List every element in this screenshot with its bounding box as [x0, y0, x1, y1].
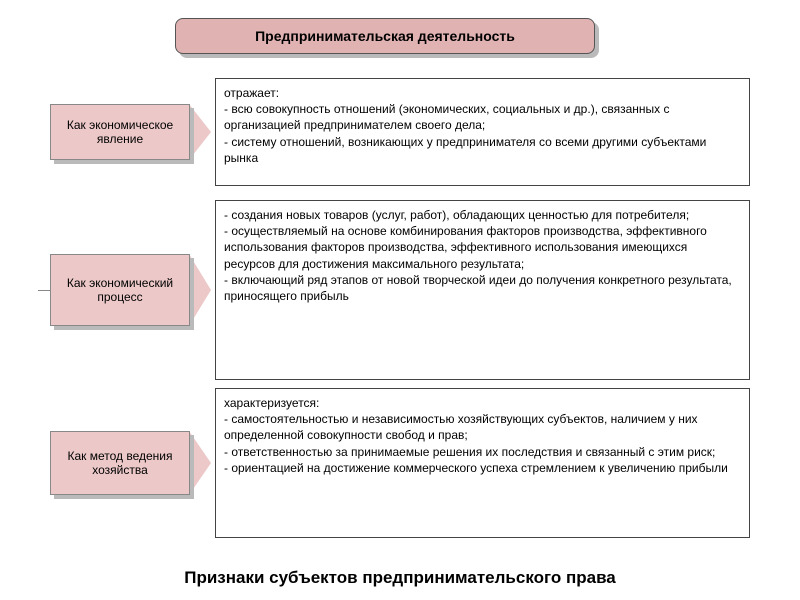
content-box: - создания новых товаров (услуг, работ),… [215, 200, 750, 380]
content-box: отражает: - всю совокупность отношений (… [215, 78, 750, 186]
label-wrap: Как экономический процесс [50, 254, 190, 326]
label-box: Как экономический процесс [50, 254, 190, 326]
label-box: Как экономическое явление [50, 104, 190, 160]
header-title: Предпринимательская деятельность [175, 18, 595, 54]
label-wrap: Как метод ведения хозяйства [50, 431, 190, 495]
diagram-row: Как метод ведения хозяйства характеризует… [50, 388, 750, 538]
content-box: характеризуется: - самостоятельностью и … [215, 388, 750, 538]
header-box: Предпринимательская деятельность [175, 18, 595, 54]
diagram-row: Как экономическое явление отражает: - всю… [50, 78, 750, 186]
footer-title: Признаки субъектов предпринимательского … [0, 568, 800, 588]
diagram-row: Как экономический процесс - создания новы… [50, 200, 750, 380]
connector-line [38, 290, 50, 291]
label-wrap: Как экономическое явление [50, 104, 190, 160]
label-box: Как метод ведения хозяйства [50, 431, 190, 495]
